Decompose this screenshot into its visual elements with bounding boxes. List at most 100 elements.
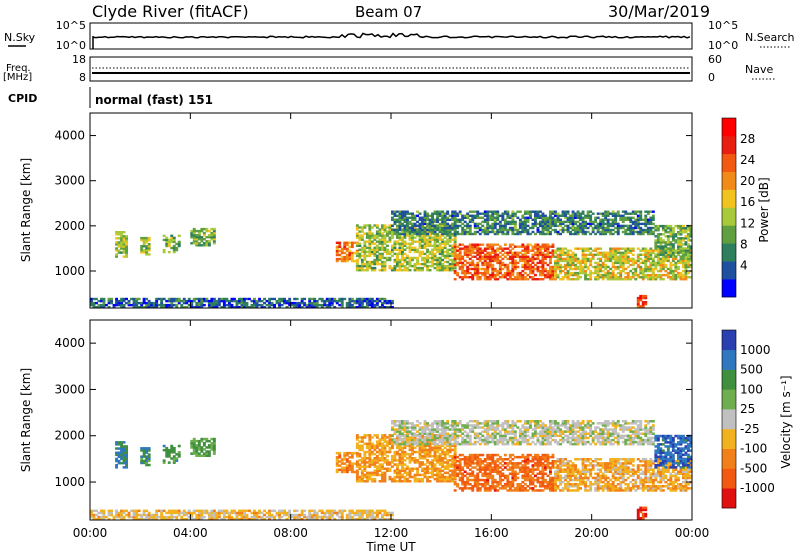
- power-cell: [147, 303, 151, 307]
- power-cell: [428, 264, 432, 268]
- velocity-cell: [468, 462, 472, 465]
- power-cell: [446, 269, 450, 272]
- velocity-cell: [345, 470, 349, 474]
- power-cell: [591, 212, 595, 215]
- power-cell: [253, 297, 256, 301]
- power-cell: [684, 267, 688, 271]
- power-cell: [393, 218, 397, 221]
- power-cell: [428, 256, 432, 260]
- power-cell: [629, 251, 633, 254]
- power-cell: [433, 246, 437, 249]
- velocity-cell: [536, 476, 540, 480]
- power-cell: [541, 267, 545, 271]
- power-cell: [391, 230, 394, 233]
- power-cell: [258, 303, 261, 307]
- velocity-cell: [416, 471, 419, 475]
- velocity-cell: [468, 472, 472, 475]
- velocity-cell: [539, 460, 542, 463]
- power-cell: [664, 224, 668, 228]
- velocity-cell: [446, 448, 450, 452]
- power-cell: [458, 210, 462, 213]
- velocity-cell: [398, 461, 402, 464]
- velocity-cell: [451, 469, 455, 472]
- power-cell: [644, 214, 648, 217]
- velocity-cell: [463, 460, 467, 463]
- velocity-cell: [207, 452, 211, 455]
- power-cell: [378, 246, 382, 249]
- power-cell: [541, 216, 545, 219]
- power-cell: [458, 249, 462, 252]
- power-cell: [501, 253, 505, 256]
- power-cell: [624, 267, 628, 271]
- power-cell: [529, 259, 532, 263]
- velocity-cell: [343, 462, 347, 465]
- power-cell: [381, 246, 384, 249]
- velocity-cell: [561, 487, 565, 490]
- power-cell: [360, 250, 364, 254]
- power-cell: [544, 255, 547, 258]
- power-cell: [408, 260, 412, 264]
- velocity-cell: [478, 466, 482, 469]
- power-cell: [508, 251, 512, 254]
- power-cell: [170, 234, 174, 237]
- velocity-cell: [197, 444, 201, 447]
- velocity-cell: [373, 480, 377, 483]
- velocity-cell: [453, 462, 457, 465]
- power-cell: [363, 224, 367, 227]
- power-cell: [451, 232, 455, 236]
- power-cell: [393, 252, 397, 256]
- velocity-cell: [140, 459, 144, 463]
- power-cell: [586, 212, 590, 215]
- power-cell: [534, 278, 537, 281]
- power-cell: [669, 261, 673, 265]
- power-cell: [165, 244, 169, 248]
- power-cell: [245, 306, 249, 309]
- power-cell: [629, 278, 633, 281]
- power-cell: [375, 250, 379, 254]
- velocity-cell: [498, 472, 502, 475]
- power-cell: [401, 218, 404, 221]
- power-cell: [483, 249, 487, 252]
- velocity-cell: [446, 467, 450, 470]
- velocity-cell: [391, 455, 394, 458]
- power-cell: [498, 269, 502, 273]
- power-cell: [202, 303, 206, 307]
- power-cell: [486, 253, 490, 256]
- velocity-cell: [365, 446, 369, 450]
- velocity-cell: [486, 480, 490, 484]
- power-cell: [634, 278, 638, 281]
- power-cell: [360, 238, 364, 241]
- velocity-cell: [564, 462, 567, 465]
- power-cell: [426, 269, 429, 272]
- velocity-cell: [559, 470, 562, 473]
- velocity-cell: [536, 472, 540, 475]
- power-cell: [406, 222, 409, 226]
- velocity-cell: [370, 459, 374, 462]
- velocity-cell: [564, 476, 567, 480]
- power-cell: [503, 273, 507, 277]
- velocity-cell: [534, 468, 537, 471]
- velocity-cell: [498, 487, 502, 490]
- power-cell: [636, 255, 640, 258]
- velocity-cell: [426, 471, 429, 475]
- power-cell: [496, 271, 500, 275]
- power-cell: [599, 232, 603, 236]
- velocity-cell: [501, 468, 505, 471]
- power-cell: [393, 240, 397, 243]
- power-cell: [611, 247, 615, 250]
- power-cell: [421, 269, 424, 272]
- power-cell: [423, 220, 427, 224]
- power-cell: [373, 248, 377, 251]
- velocity-cell: [428, 471, 432, 475]
- power-cell: [92, 297, 96, 301]
- power-cell: [671, 276, 675, 279]
- velocity-cell: [534, 485, 537, 488]
- power-cell: [626, 247, 630, 250]
- power-cell: [661, 229, 665, 232]
- velocity-cell: [566, 472, 570, 475]
- velocity-cell: [391, 465, 394, 468]
- power-cell: [441, 220, 445, 224]
- colorbar-tick-label: 16: [740, 195, 755, 209]
- power-cell: [539, 265, 542, 269]
- power-cell: [611, 220, 615, 224]
